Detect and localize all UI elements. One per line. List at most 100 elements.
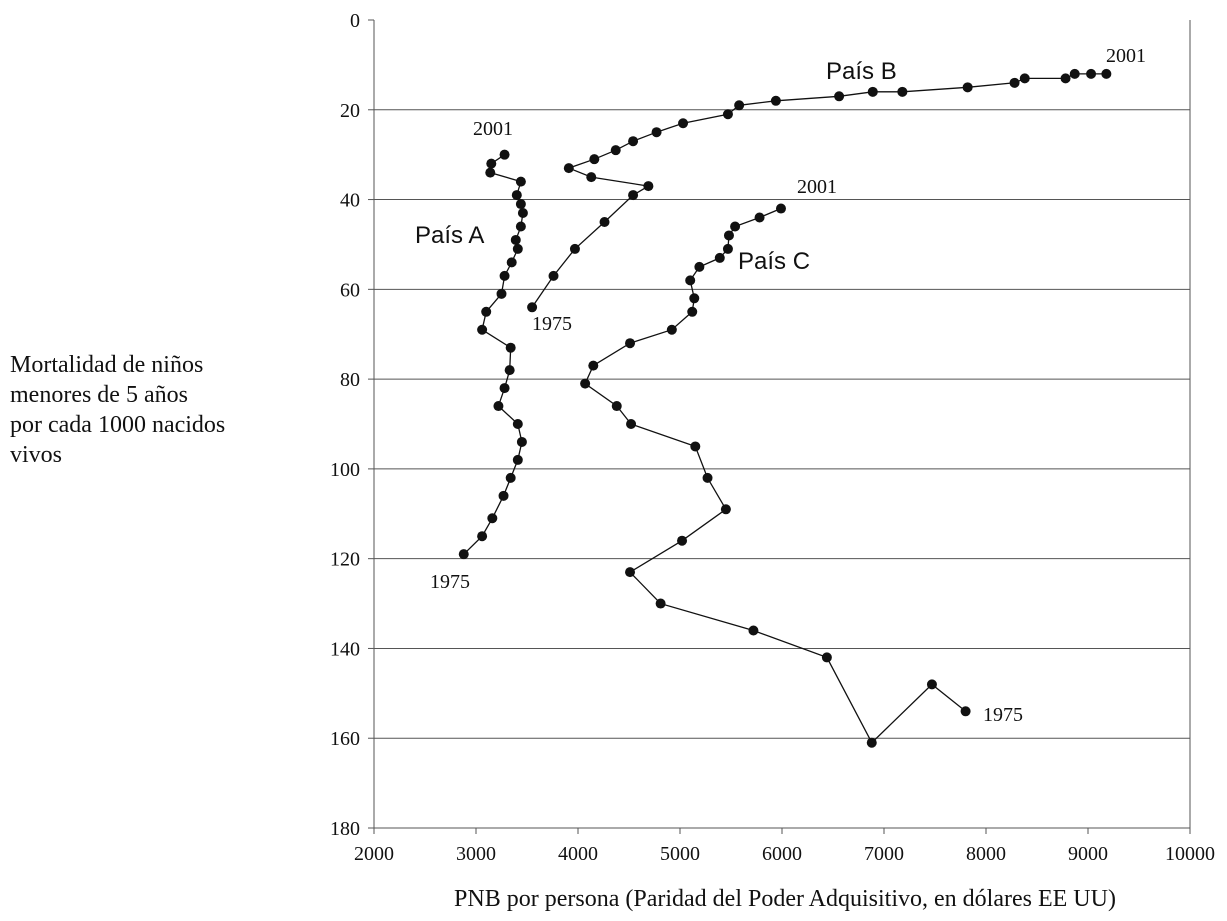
data-point <box>625 567 635 577</box>
data-point <box>589 154 599 164</box>
data-point <box>516 177 526 187</box>
data-point <box>500 383 510 393</box>
data-point <box>897 87 907 97</box>
series-2-name-label: País B <box>826 58 897 85</box>
data-point <box>506 343 516 353</box>
data-point <box>927 679 937 689</box>
data-point <box>628 136 638 146</box>
data-point <box>505 365 515 375</box>
data-point <box>748 625 758 635</box>
data-point <box>690 441 700 451</box>
data-point <box>1061 73 1071 83</box>
series-2-start-label: 1975 <box>532 313 572 335</box>
y-tick-label: 20 <box>340 100 360 122</box>
data-point <box>755 213 765 223</box>
data-point <box>459 549 469 559</box>
data-point <box>611 145 621 155</box>
annotations: País A 2001 1975 País B 2001 1975 País C 2001 19… <box>415 45 1146 726</box>
x-tick-label: 7000 <box>864 843 904 865</box>
y-tick-label: 180 <box>330 818 360 840</box>
data-point <box>834 91 844 101</box>
series-1 <box>459 150 528 560</box>
x-tick-label: 4000 <box>558 843 598 865</box>
data-point <box>481 307 491 317</box>
x-tick-label: 6000 <box>762 843 802 865</box>
axes: 0 20 40 60 80 100 120 140 160 180 2000 3000 4000 5000… <box>330 10 1215 865</box>
data-point <box>477 325 487 335</box>
data-point <box>513 244 523 254</box>
data-point <box>677 536 687 546</box>
data-point <box>678 118 688 128</box>
data-point <box>867 738 877 748</box>
series-3-name-label: País C <box>738 248 810 275</box>
data-point <box>564 163 574 173</box>
data-point <box>1070 69 1080 79</box>
series-line <box>585 209 966 743</box>
data-point <box>586 172 596 182</box>
data-point <box>517 437 527 447</box>
data-point <box>600 217 610 227</box>
data-point <box>500 150 510 160</box>
data-point <box>628 190 638 200</box>
y-tick-label: 100 <box>330 459 360 481</box>
data-point <box>963 82 973 92</box>
data-point <box>625 338 635 348</box>
y-tick-label: 160 <box>330 728 360 750</box>
data-point <box>822 652 832 662</box>
data-point <box>694 262 704 272</box>
data-point <box>516 221 526 231</box>
data-point <box>512 190 522 200</box>
y-tick-label: 40 <box>340 190 360 212</box>
series-1-end-label: 2001 <box>473 118 513 140</box>
data-point <box>667 325 677 335</box>
data-point <box>1010 78 1020 88</box>
series-3-start-label: 1975 <box>983 704 1023 726</box>
data-point <box>500 271 510 281</box>
y-tick-label: 140 <box>330 638 360 660</box>
data-point <box>570 244 580 254</box>
data-point <box>588 361 598 371</box>
data-point <box>723 244 733 254</box>
data-point <box>1020 73 1030 83</box>
data-point <box>734 100 744 110</box>
data-point <box>689 293 699 303</box>
data-point <box>527 302 537 312</box>
y-tick-label: 0 <box>350 10 360 32</box>
data-point <box>724 230 734 240</box>
x-tick-label: 8000 <box>966 843 1006 865</box>
data-point <box>771 96 781 106</box>
data-point <box>487 513 497 523</box>
data-point <box>511 235 521 245</box>
series-1-name-label: País A <box>415 222 484 249</box>
data-point <box>703 473 713 483</box>
data-point <box>776 204 786 214</box>
data-point <box>721 504 731 514</box>
data-point <box>486 159 496 169</box>
x-axis-label: PNB por persona (Paridad del Poder Adqui… <box>454 886 1116 912</box>
series-3-end-label: 2001 <box>797 176 837 198</box>
data-point <box>626 419 636 429</box>
data-point <box>868 87 878 97</box>
data-point <box>961 706 971 716</box>
x-tick-label: 3000 <box>456 843 496 865</box>
data-point <box>687 307 697 317</box>
x-tick-label: 10000 <box>1165 843 1215 865</box>
data-point <box>513 455 523 465</box>
data-point <box>516 199 526 209</box>
series-1-start-label: 1975 <box>430 571 470 593</box>
data-point <box>730 221 740 231</box>
series-layer <box>459 69 1112 748</box>
data-point <box>499 491 509 501</box>
data-point <box>506 473 516 483</box>
x-tick-label: 2000 <box>354 843 394 865</box>
data-point <box>580 379 590 389</box>
data-point <box>1101 69 1111 79</box>
data-point <box>643 181 653 191</box>
data-point <box>477 531 487 541</box>
data-point <box>485 168 495 178</box>
data-point <box>507 257 517 267</box>
series-2-end-label: 2001 <box>1106 45 1146 67</box>
y-tick-label: 120 <box>330 549 360 571</box>
series-3 <box>580 204 970 748</box>
x-tick-label: 5000 <box>660 843 700 865</box>
